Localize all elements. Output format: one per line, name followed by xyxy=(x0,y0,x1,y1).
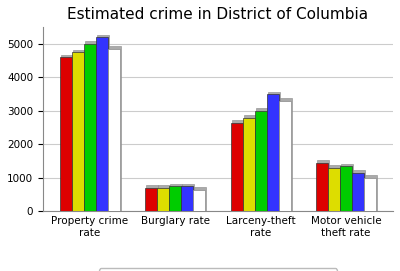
Bar xyxy=(329,165,341,211)
Bar xyxy=(170,183,182,211)
Bar xyxy=(353,170,365,211)
Bar xyxy=(72,52,84,211)
Title: Estimated crime in District of Columbia: Estimated crime in District of Columbia xyxy=(67,7,368,22)
Bar xyxy=(96,37,108,211)
Bar xyxy=(146,185,158,211)
Bar xyxy=(268,92,280,211)
Bar xyxy=(364,178,376,211)
Bar xyxy=(108,49,120,211)
Bar xyxy=(340,166,352,211)
Bar xyxy=(181,186,193,211)
Bar xyxy=(278,101,290,211)
Bar xyxy=(267,94,278,211)
Bar xyxy=(352,173,364,211)
Bar xyxy=(243,118,255,211)
Bar xyxy=(61,55,73,211)
Bar xyxy=(231,123,243,211)
Bar xyxy=(256,108,268,211)
Bar xyxy=(73,50,85,211)
Bar xyxy=(280,98,292,211)
Bar xyxy=(169,186,181,211)
Bar xyxy=(157,188,169,211)
Bar xyxy=(365,175,377,211)
Bar xyxy=(341,163,353,211)
Bar xyxy=(244,115,256,211)
Bar xyxy=(109,46,121,211)
Bar xyxy=(193,190,205,211)
Bar xyxy=(60,57,72,211)
Bar xyxy=(328,168,340,211)
Bar xyxy=(158,185,170,211)
Bar xyxy=(85,41,97,211)
Bar xyxy=(182,183,194,211)
Bar xyxy=(97,35,109,211)
Bar xyxy=(232,120,244,211)
Bar xyxy=(316,163,328,211)
Legend: 2005, 2006, 2007, 2008, 2009: 2005, 2006, 2007, 2008, 2009 xyxy=(98,269,337,271)
Bar xyxy=(194,187,206,211)
Bar xyxy=(145,188,157,211)
Bar xyxy=(317,160,329,211)
Bar xyxy=(84,44,96,211)
Bar xyxy=(255,111,267,211)
